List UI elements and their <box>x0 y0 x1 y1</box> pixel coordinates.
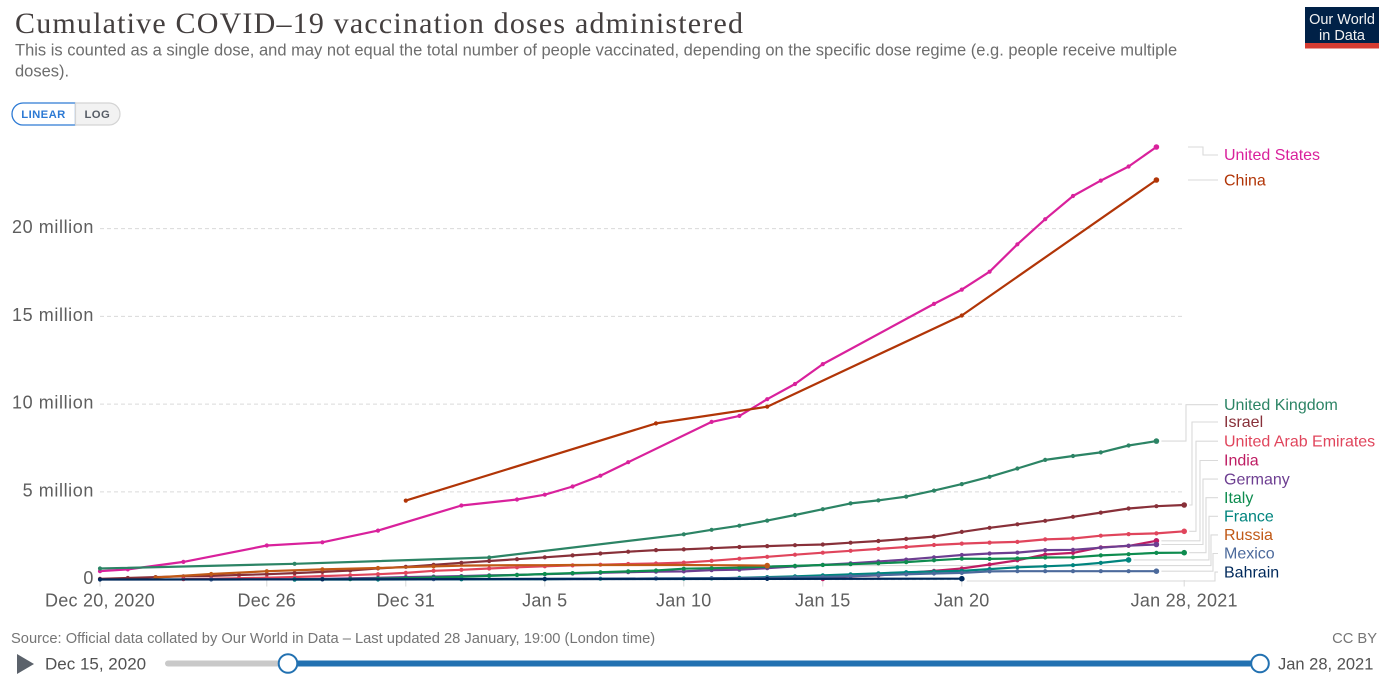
svg-text:Jan 20: Jan 20 <box>934 591 990 611</box>
svg-text:Dec 15, 2020: Dec 15, 2020 <box>45 655 146 674</box>
svg-text:Jan 28, 2021: Jan 28, 2021 <box>1278 656 1373 674</box>
svg-text:Our World: Our World <box>1309 12 1375 28</box>
svg-text:Dec 26: Dec 26 <box>238 591 297 611</box>
svg-text:Germany: Germany <box>1224 471 1290 488</box>
svg-text:Jan 5: Jan 5 <box>522 591 567 611</box>
svg-text:LOG: LOG <box>84 109 110 121</box>
svg-text:15 million: 15 million <box>12 305 94 325</box>
svg-text:United Arab Emirates: United Arab Emirates <box>1224 433 1375 450</box>
svg-text:10 million: 10 million <box>12 393 94 413</box>
svg-text:in Data: in Data <box>1319 28 1366 44</box>
svg-text:United Kingdom: United Kingdom <box>1224 397 1338 414</box>
svg-text:Mexico: Mexico <box>1224 546 1275 563</box>
svg-text:Bahrain: Bahrain <box>1224 564 1279 581</box>
svg-text:CC BY: CC BY <box>1332 631 1377 647</box>
svg-text:20 million: 20 million <box>12 217 94 237</box>
svg-text:Dec 31: Dec 31 <box>377 591 436 611</box>
svg-text:5 million: 5 million <box>23 480 94 500</box>
svg-text:0: 0 <box>83 568 94 588</box>
svg-text:Source: Official data collated: Source: Official data collated by Our Wo… <box>11 631 655 647</box>
svg-text:China: China <box>1224 173 1266 190</box>
svg-text:Cumulative COVID–19 vaccinatio: Cumulative COVID–19 vaccination doses ad… <box>15 7 743 40</box>
svg-text:doses).: doses). <box>15 63 69 81</box>
svg-text:Jan 15: Jan 15 <box>795 591 851 611</box>
svg-text:Dec 20, 2020: Dec 20, 2020 <box>45 591 155 611</box>
svg-text:Israel: Israel <box>1224 414 1263 431</box>
svg-text:Italy: Italy <box>1224 490 1253 507</box>
svg-text:Jan 10: Jan 10 <box>656 591 712 611</box>
svg-text:This is counted as a single do: This is counted as a single dose, and ma… <box>15 42 1177 60</box>
svg-text:United States: United States <box>1224 147 1320 164</box>
svg-text:France: France <box>1224 509 1274 526</box>
svg-text:Jan 28, 2021: Jan 28, 2021 <box>1131 591 1238 611</box>
svg-text:Russia: Russia <box>1224 527 1273 544</box>
svg-text:LINEAR: LINEAR <box>21 109 65 121</box>
svg-text:India: India <box>1224 453 1259 470</box>
